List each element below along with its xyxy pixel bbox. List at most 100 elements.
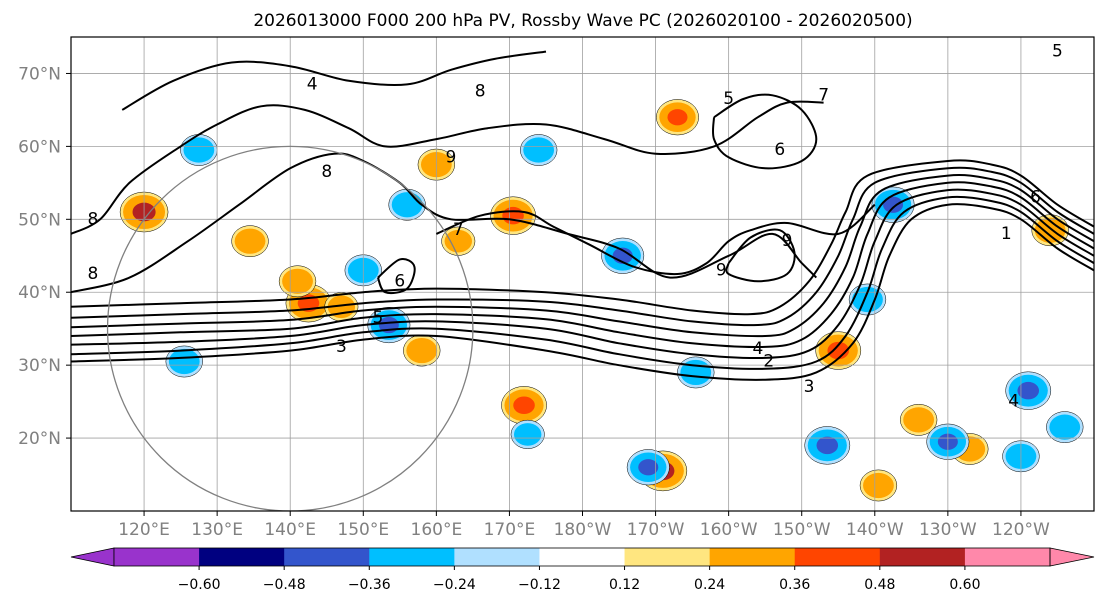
x-tick-label: 150°W <box>773 520 831 540</box>
pv-contour-7 <box>71 159 1094 316</box>
anomaly-patch <box>513 423 542 446</box>
x-tick-label: 130°E <box>191 520 243 540</box>
x-tick-label: 150°E <box>337 520 389 540</box>
colorbar-tick-label: −0.36 <box>348 577 391 593</box>
contour-label: 3 <box>804 377 815 397</box>
x-tick-label: 160°E <box>411 520 463 540</box>
colorbar-tick-label: −0.48 <box>263 577 306 593</box>
x-tick-label: 120°W <box>992 520 1050 540</box>
contour-label: 8 <box>88 264 99 284</box>
x-tick-label: 170°E <box>484 520 536 540</box>
colorbar-extend-low <box>70 547 115 567</box>
anomaly-patch <box>523 137 555 163</box>
anomaly-patch-core <box>638 459 659 476</box>
pv-contour-2 <box>71 195 1094 370</box>
pv-contour-6 <box>71 166 1094 327</box>
anomaly-patch <box>391 192 423 218</box>
anomaly-patch <box>183 137 215 163</box>
y-tick-label: 40°N <box>18 283 61 303</box>
pv-contour-9 <box>436 203 876 276</box>
contour-label: 9 <box>716 260 727 280</box>
colorbar-tick-label: −0.60 <box>178 577 221 593</box>
anomaly-patch <box>282 268 313 294</box>
colorbar-segment <box>539 548 626 566</box>
colorbar-segment <box>964 548 1051 566</box>
anomaly-patch-core <box>1017 381 1040 400</box>
colorbar-segment <box>624 548 711 566</box>
pv-contour-6 <box>711 93 818 170</box>
x-tick-label: 180°W <box>554 520 612 540</box>
chart-title: 2026013000 F000 200 hPa PV, Rossby Wave … <box>253 11 912 31</box>
anomaly-patch <box>863 472 894 499</box>
anomaly-patch-core <box>883 196 904 213</box>
x-tick-label: 140°W <box>846 520 904 540</box>
y-tick-label: 70°N <box>18 64 61 84</box>
contour-label: 6 <box>394 271 405 291</box>
pv-contour-6 <box>376 257 416 295</box>
pv-contour-3 <box>71 188 1094 360</box>
anomaly-patch <box>234 228 266 254</box>
colorbar-segment <box>794 548 881 566</box>
contour-label: 4 <box>752 339 763 359</box>
contour-label: 4 <box>1008 392 1019 412</box>
pv-contour-8 <box>71 100 824 235</box>
contour-label: 3 <box>336 337 347 357</box>
contour-label: 4 <box>307 74 318 94</box>
anomaly-patch-core <box>667 109 688 126</box>
contour-label: 7 <box>818 85 829 105</box>
contour-label: 9 <box>782 231 793 251</box>
colorbar-tick-label: 0.60 <box>949 577 980 593</box>
colorbar-segment <box>454 548 540 566</box>
contour-label: 5 <box>372 308 383 328</box>
pv-contour-9 <box>725 228 796 283</box>
contour-label: 8 <box>475 82 486 102</box>
colorbar-extend-high <box>1049 547 1095 567</box>
anomaly-patch <box>168 348 200 375</box>
pv-contour-8 <box>71 152 818 294</box>
y-tick-label: 50°N <box>18 210 61 230</box>
anomaly-patch <box>1049 414 1081 440</box>
x-tick-label: 120°E <box>118 520 170 540</box>
colorbar-tick-label: 0.48 <box>864 577 895 593</box>
colorbar-segment <box>284 548 370 566</box>
colorbar-segment <box>369 548 455 566</box>
pv-contour-4 <box>71 181 1094 349</box>
colorbar-tick-label: 0.12 <box>609 577 640 593</box>
x-tick-label: 140°E <box>264 520 316 540</box>
contour-label: 8 <box>88 209 99 229</box>
colorbar-tick-label: 0.36 <box>779 577 810 593</box>
contour-label: 1 <box>1001 224 1012 244</box>
contour-label: 5 <box>723 89 734 109</box>
anomaly-patch-core <box>816 436 839 455</box>
x-tick-label: 130°W <box>919 520 977 540</box>
x-tick-label: 160°W <box>700 520 758 540</box>
anomaly-patch <box>444 229 472 253</box>
range-ring <box>106 145 474 511</box>
colorbar-tick-label: 0.24 <box>694 577 725 593</box>
anomaly-patch-core <box>513 396 535 415</box>
contour-label: 6 <box>1030 187 1041 207</box>
colorbar-segment <box>199 548 285 566</box>
contour-label: 5 <box>1052 42 1063 62</box>
contour-label: 9 <box>446 147 457 167</box>
contour-label: 8 <box>321 162 332 182</box>
y-tick-label: 30°N <box>18 356 61 376</box>
colorbar-tick-label: −0.24 <box>433 577 476 593</box>
anomaly-patch <box>903 407 935 433</box>
y-tick-label: 60°N <box>18 137 61 157</box>
pv-contour-1 <box>71 203 1094 381</box>
pv-contour-4 <box>121 50 547 111</box>
pv-contour-5 <box>71 174 1094 338</box>
y-tick-label: 20°N <box>18 429 61 449</box>
colorbar-segment <box>114 548 200 566</box>
contour-label: 6 <box>774 140 785 160</box>
contour-label: 2 <box>763 352 774 372</box>
anomaly-patch <box>406 337 438 364</box>
contour-label: 7 <box>453 220 464 240</box>
colorbar-tick-label: −0.12 <box>518 577 561 593</box>
colorbar-segment <box>879 548 966 566</box>
colorbar-segment <box>709 548 796 566</box>
x-tick-label: 170°W <box>627 520 685 540</box>
colorbar-frame <box>113 547 1051 567</box>
